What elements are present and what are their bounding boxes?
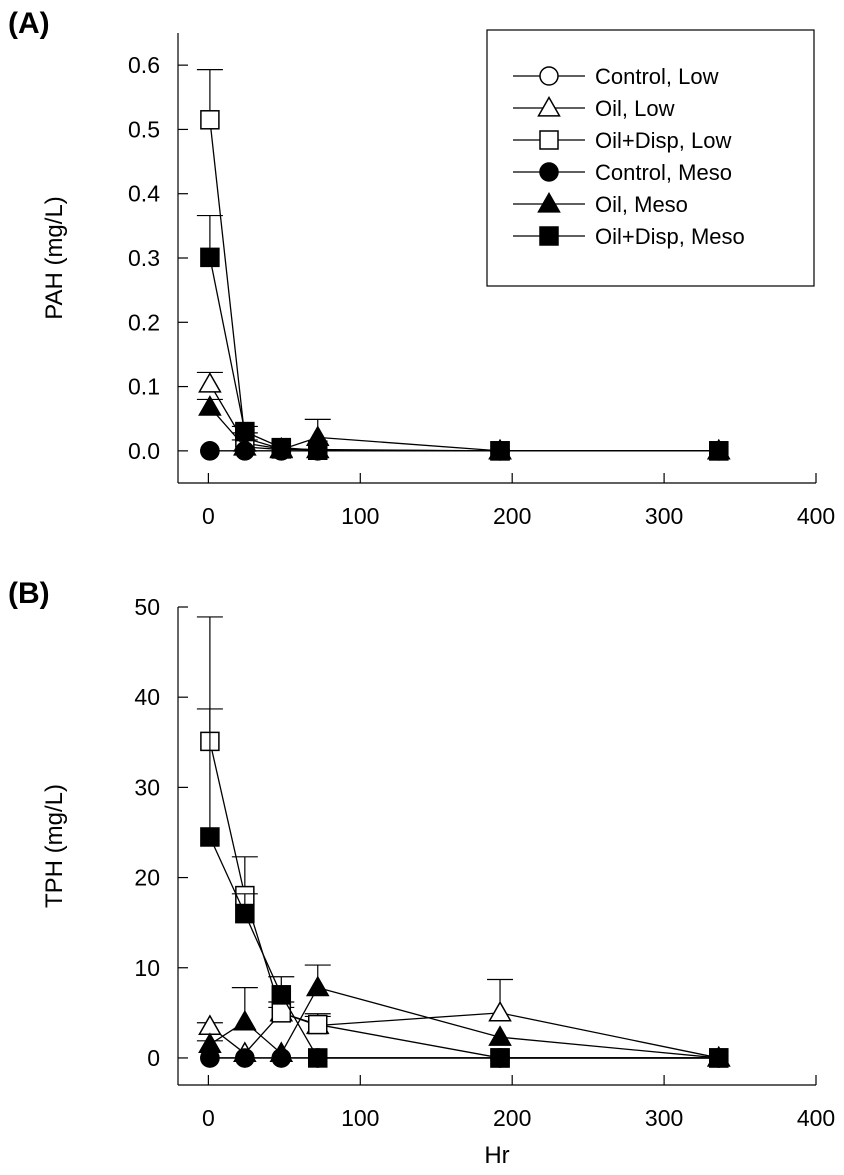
x-tick-label: 0: [202, 503, 215, 529]
y-tick-label: 0.4: [128, 181, 160, 207]
legend-marker: [539, 66, 559, 86]
data-point: [271, 985, 292, 1005]
data-point: [269, 1041, 294, 1063]
data-point: [490, 1048, 510, 1068]
data-point: [198, 395, 222, 416]
legend-marker: [539, 130, 559, 150]
y-axis-label: TPH (mg/L): [41, 784, 68, 908]
panel-a: (A) 0.0 0.1 0.2 0.3 0.4 0.5 0.6 0 100 200 300 400 PAH…: [8, 7, 835, 529]
x-tick-label: 100: [341, 503, 379, 529]
data-point: [200, 441, 220, 461]
y-tick-label: 50: [134, 594, 160, 620]
panel-label: (A): [8, 7, 50, 40]
series-oil-meso: [196, 964, 731, 1067]
x-axis-label: Hr: [484, 1142, 509, 1169]
y-tick-label: 0.5: [128, 116, 160, 142]
series-line: [209, 836, 719, 1059]
data-point: [490, 441, 510, 461]
data-point: [200, 110, 220, 130]
y-tick-label: 20: [134, 865, 160, 891]
legend-marker: [537, 95, 561, 117]
legend: Control, Low Oil, Low Oil+Disp, Low Control…: [486, 29, 815, 287]
data-point: [198, 1014, 222, 1036]
data-point: [308, 1048, 328, 1068]
y-tick-label: 0.3: [128, 245, 160, 271]
data-point: [308, 440, 328, 460]
legend-entry: Oil, Low: [595, 96, 675, 121]
data-point: [235, 1048, 255, 1068]
y-tick-label: 0.6: [128, 52, 160, 78]
panel-b: (B) 0 10 20 30 40 50 0 100 200 300 400 TPH (mg/L) Hr: [8, 577, 835, 1169]
data-point: [200, 827, 220, 847]
data-point: [198, 371, 222, 393]
data-point: [233, 1009, 257, 1031]
y-tick-label: 40: [134, 684, 160, 710]
legend-entry: Oil, Meso: [595, 192, 688, 217]
series-oil-disp-meso: [196, 214, 729, 461]
x-tick-label: 200: [493, 1105, 531, 1131]
x-tick-label: 100: [341, 1105, 379, 1131]
y-tick-label: 10: [134, 955, 160, 981]
x-tick-label: 200: [493, 503, 531, 529]
data-point: [235, 421, 255, 442]
y-tick-label: 30: [134, 774, 160, 800]
data-point: [488, 1000, 512, 1022]
data-point: [200, 247, 220, 268]
legend-entry: Control, Low: [595, 64, 719, 89]
y-tick-label: 0.1: [128, 374, 160, 400]
legend-marker: [539, 162, 559, 182]
x-tick-label: 400: [797, 1105, 835, 1131]
data-point: [305, 975, 330, 997]
y-tick-label: 0.2: [128, 309, 160, 335]
x-tick-label: 0: [202, 1105, 215, 1131]
series-oil-disp-meso: [196, 708, 729, 1068]
data-point: [709, 1048, 729, 1068]
x-tick-label: 400: [797, 503, 835, 529]
y-axis-label: PAH (mg/L): [41, 196, 68, 320]
legend-entry: Oil+Disp, Low: [595, 128, 731, 153]
series-line: [209, 257, 719, 452]
data-point: [198, 1032, 222, 1054]
data-point: [233, 434, 257, 456]
legend-marker: [537, 191, 561, 213]
panel-label: (B): [8, 577, 50, 610]
data-point: [308, 1014, 328, 1035]
legend-marker: [539, 226, 559, 246]
x-tick-label: 300: [645, 1105, 683, 1131]
data-point: [271, 437, 292, 458]
data-point: [235, 903, 255, 924]
x-tick-label: 300: [645, 503, 683, 529]
legend-entry: Control, Meso: [595, 160, 732, 185]
data-point: [488, 1025, 512, 1046]
data-point: [709, 441, 729, 461]
y-tick-label: 0: [147, 1045, 160, 1071]
legend-entry: Oil+Disp, Meso: [595, 224, 745, 249]
y-tick-label: 0.0: [128, 438, 160, 464]
